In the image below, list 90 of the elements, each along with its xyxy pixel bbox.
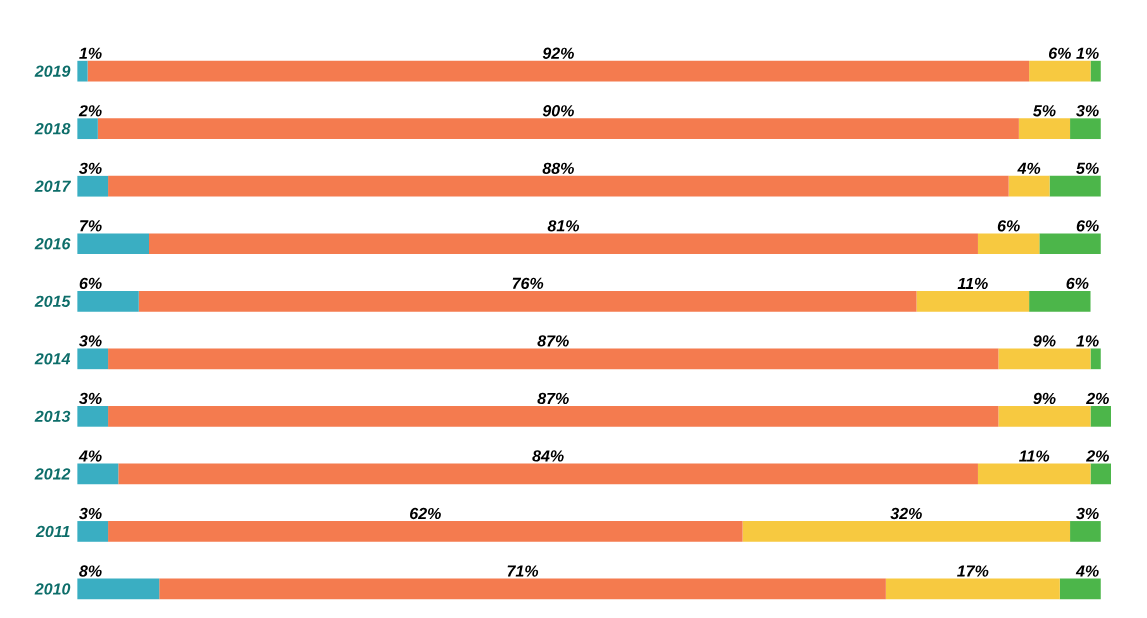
y-tick-label: 2016	[34, 238, 71, 250]
bar	[77, 406, 109, 427]
bar	[1090, 406, 1111, 427]
y-tick-label: 2014	[34, 353, 71, 365]
bar	[1018, 118, 1071, 140]
bar	[1070, 118, 1101, 140]
data-label: 5%	[1076, 162, 1099, 175]
bar	[87, 61, 1030, 82]
bar	[108, 348, 999, 370]
data-label: 92%	[542, 47, 574, 60]
bar	[1039, 233, 1101, 255]
data-label: 3%	[79, 162, 102, 175]
data-label: 9%	[1033, 335, 1056, 347]
bar	[77, 463, 119, 485]
bar	[998, 406, 1091, 427]
data-label: 7%	[80, 220, 102, 232]
data-label: 2%	[78, 105, 102, 117]
data-label: 2%	[1086, 393, 1109, 405]
bar	[77, 233, 149, 255]
y-tick-label: 2011	[35, 526, 70, 538]
data-label: 3%	[79, 393, 102, 405]
bar	[108, 521, 743, 543]
bar	[742, 521, 1071, 543]
bar	[159, 578, 886, 600]
bar	[118, 463, 978, 485]
bar	[1090, 463, 1111, 485]
bar	[1090, 61, 1101, 82]
data-label: 6%	[79, 277, 102, 290]
y-tick-label: 2019	[34, 65, 71, 78]
data-label: 1%	[1076, 47, 1099, 60]
bar	[97, 118, 1019, 140]
data-label: 4%	[1017, 162, 1041, 175]
y-tick-label: 2010	[34, 583, 71, 595]
y-tick-label: 2012	[34, 468, 71, 480]
bar	[977, 463, 1091, 485]
bar	[77, 118, 98, 140]
data-label: 5%	[1033, 105, 1056, 117]
data-label: 3%	[1076, 105, 1099, 117]
data-label: 84%	[532, 450, 564, 462]
bar	[1029, 291, 1091, 312]
data-label: 87%	[537, 335, 569, 347]
bar	[1059, 578, 1101, 600]
data-label: 81%	[547, 220, 580, 232]
bar	[138, 291, 917, 312]
bar	[77, 521, 109, 543]
data-label: 9%	[1033, 393, 1056, 405]
y-tick-label: 2018	[34, 123, 71, 135]
data-label: 32%	[890, 508, 922, 520]
y-tick-label: 2013	[34, 410, 71, 423]
bar	[1049, 176, 1101, 197]
data-label: 4%	[78, 450, 102, 462]
bar	[108, 406, 999, 427]
data-label: 2%	[1086, 450, 1109, 462]
data-label: 6%	[1076, 220, 1099, 232]
bar	[1008, 176, 1050, 197]
data-label: 3%	[79, 508, 102, 520]
bar	[885, 578, 1060, 600]
data-label: 11%	[957, 278, 988, 290]
bar	[977, 233, 1040, 255]
data-label: 3%	[1076, 508, 1099, 520]
data-label: 6%	[1048, 47, 1071, 60]
data-label: 90%	[542, 105, 574, 117]
bar	[916, 291, 1030, 312]
bar	[1070, 521, 1101, 543]
data-label: 3%	[79, 335, 102, 347]
data-label: 17%	[957, 565, 989, 577]
data-label: 1%	[79, 47, 102, 60]
bar	[1029, 61, 1091, 82]
bar	[77, 176, 109, 197]
bar	[149, 233, 978, 255]
bar	[77, 348, 109, 370]
data-label: 62%	[410, 508, 441, 520]
bar	[1090, 348, 1101, 370]
data-label: 6%	[1066, 277, 1089, 290]
bar	[108, 176, 1009, 197]
data-label: 87%	[537, 393, 569, 405]
bar	[998, 348, 1091, 370]
data-label: 8%	[79, 565, 102, 577]
data-label: 6%	[997, 220, 1020, 232]
y-tick-label: 2017	[34, 180, 72, 193]
data-label: 88%	[542, 162, 574, 175]
data-label: 1%	[1076, 335, 1099, 347]
data-label: 11%	[1019, 450, 1050, 462]
bar	[77, 578, 160, 600]
data-label: 76%	[512, 277, 544, 290]
bar	[77, 61, 88, 82]
y-tick-label: 2015	[34, 295, 71, 308]
data-label: 4%	[1075, 565, 1099, 577]
bar	[77, 291, 139, 312]
data-label: 71%	[507, 565, 539, 577]
